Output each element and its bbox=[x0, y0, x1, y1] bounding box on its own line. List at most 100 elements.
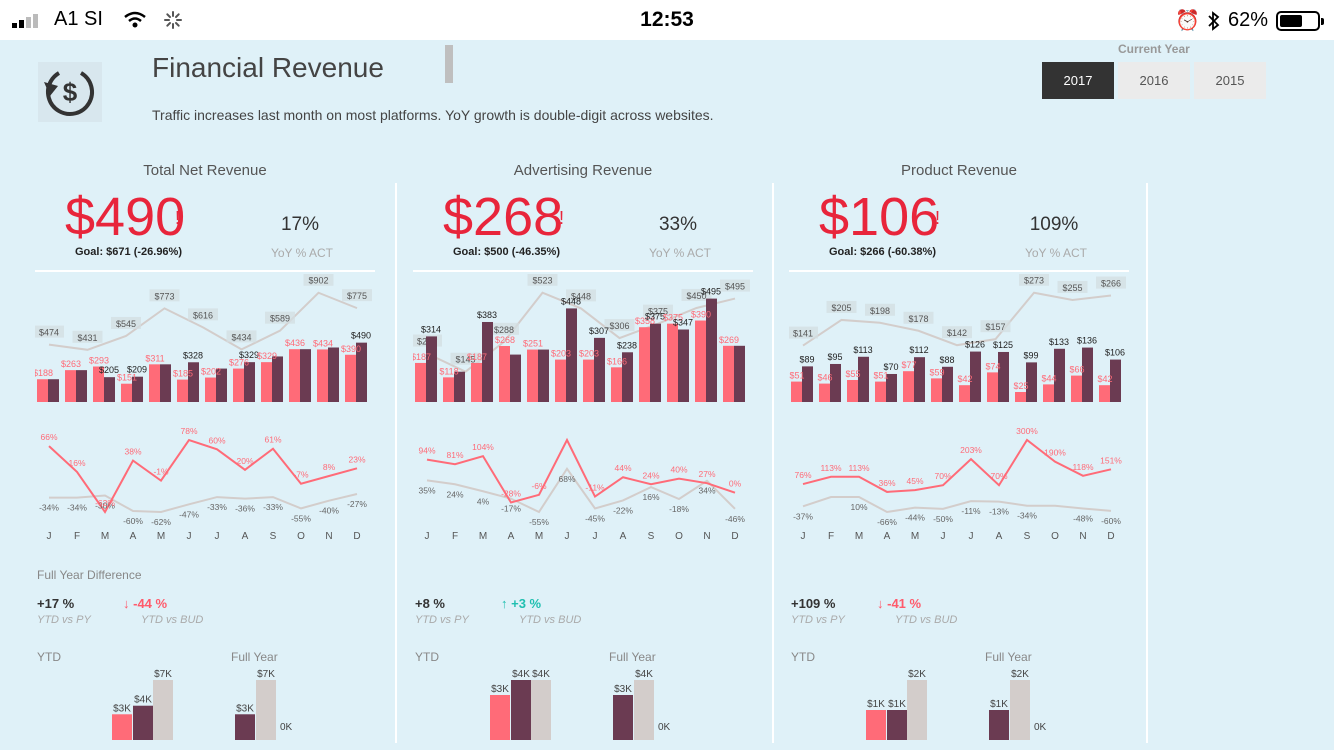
month-tick-label: J bbox=[565, 531, 570, 542]
current-bar bbox=[802, 366, 813, 402]
kpi-value: $106 bbox=[819, 187, 940, 247]
actual-bar-label: $390 bbox=[691, 310, 711, 320]
actual-bar bbox=[121, 383, 132, 402]
ytd-label: YTD bbox=[791, 650, 815, 664]
current-bar bbox=[734, 345, 745, 402]
actual-bar bbox=[1099, 385, 1110, 402]
current-bar bbox=[356, 342, 367, 402]
py-pct-label: -30% bbox=[95, 501, 115, 511]
status-right: ⏰ 62% bbox=[1175, 8, 1324, 33]
current-bar-label: $106 bbox=[1105, 348, 1125, 358]
current-bar-label: $347 bbox=[673, 318, 693, 328]
current-bar-label: $70 bbox=[883, 362, 898, 372]
current-bar bbox=[300, 349, 311, 402]
actual-bar-label: $436 bbox=[285, 338, 305, 348]
actual-bar bbox=[639, 327, 650, 402]
budget-label: $523 bbox=[532, 276, 552, 286]
py-pct-label: -22% bbox=[613, 505, 633, 515]
budget-label: $142 bbox=[947, 328, 967, 338]
current-bar bbox=[188, 362, 199, 402]
actual-pct-label: 94% bbox=[418, 446, 435, 456]
actual-bar-label: $42 bbox=[1097, 374, 1112, 384]
budget-label: $902 bbox=[308, 276, 328, 286]
actual-bar bbox=[177, 379, 188, 402]
current-bar-label: $307 bbox=[589, 326, 609, 336]
kpi-value: $268 bbox=[443, 187, 564, 247]
actual-bar-label: $268 bbox=[495, 335, 515, 345]
budget-label-bg bbox=[1057, 280, 1088, 293]
py-pct-label: 4% bbox=[477, 496, 490, 506]
actual-pct-label: 118% bbox=[1072, 462, 1094, 472]
fy-bar-label: $3K bbox=[236, 703, 254, 714]
actual-bar-label: $77 bbox=[901, 360, 916, 370]
actual-bar bbox=[667, 323, 678, 402]
actual-bar-label: $59 bbox=[929, 367, 944, 377]
current-bar-label: $328 bbox=[183, 350, 203, 360]
current-bar bbox=[454, 371, 465, 402]
budget-label: $255 bbox=[1062, 283, 1082, 293]
loading-icon bbox=[163, 10, 182, 29]
budget-label: $545 bbox=[116, 319, 136, 329]
py-pct-label: -17% bbox=[501, 504, 521, 514]
current-bar bbox=[1082, 347, 1093, 402]
actual-bar-label: $185 bbox=[173, 369, 193, 379]
actual-bar-label: $187 bbox=[467, 352, 487, 362]
current-bar bbox=[1110, 359, 1121, 402]
ytd-bar bbox=[511, 680, 531, 740]
current-bar bbox=[482, 321, 493, 402]
actual-pct-label: 190% bbox=[1044, 448, 1066, 458]
budget-label: $205 bbox=[831, 303, 851, 313]
current-bar-label: $113 bbox=[853, 345, 872, 355]
month-tick-label: D bbox=[731, 531, 738, 542]
year-button-2017[interactable]: 2017 bbox=[1042, 62, 1114, 99]
py-pct-label: -33% bbox=[263, 502, 283, 512]
fy-zero-label: 0K bbox=[658, 722, 671, 733]
actual-bar bbox=[819, 383, 830, 402]
year-button-2016[interactable]: 2016 bbox=[1118, 62, 1190, 99]
yoy-value: 33% bbox=[658, 214, 698, 235]
current-bar bbox=[706, 298, 717, 402]
current-bar bbox=[272, 356, 283, 402]
budget-label-bg bbox=[1019, 274, 1049, 286]
month-tick-label: A bbox=[620, 531, 627, 542]
actual-pct-label: 8% bbox=[323, 462, 336, 472]
actual-pct-label: 40% bbox=[670, 465, 687, 475]
current-bar bbox=[858, 356, 869, 402]
ytd-bar-label: $3K bbox=[113, 703, 131, 714]
current-bar-label: $112 bbox=[909, 345, 928, 355]
py-pct-line bbox=[426, 467, 736, 514]
actual-bar-label: $269 bbox=[719, 335, 739, 345]
actual-bar-label: $263 bbox=[61, 359, 81, 369]
py-pct-label: -44% bbox=[905, 513, 925, 523]
budget-label: $266 bbox=[1101, 279, 1121, 289]
fy-bar-label: $2K bbox=[1011, 669, 1029, 680]
actual-pct-label: -6% bbox=[531, 481, 547, 491]
py-pct-label: -62% bbox=[151, 517, 171, 527]
month-tick-label: A bbox=[996, 531, 1003, 542]
budget-label-bg bbox=[826, 300, 857, 313]
actual-pct-line bbox=[426, 437, 736, 504]
actual-pct-label: 70% bbox=[990, 471, 1007, 481]
goal-text: Goal: $266 (-60.38%) bbox=[829, 246, 936, 258]
actual-bar bbox=[903, 371, 914, 402]
month-tick-label: M bbox=[911, 531, 919, 542]
actual-bar bbox=[791, 381, 802, 402]
fy-bar bbox=[634, 680, 654, 740]
budget-line bbox=[802, 291, 1112, 347]
month-tick-label: J bbox=[215, 531, 220, 542]
actual-pct-label: -11% bbox=[585, 483, 605, 493]
panel-separator bbox=[35, 270, 375, 272]
actual-bar-label: $276 bbox=[229, 358, 249, 368]
month-tick-label: O bbox=[297, 531, 305, 542]
budget-label: $773 bbox=[154, 291, 174, 301]
year-button-2015[interactable]: 2015 bbox=[1194, 62, 1266, 99]
month-tick-label: J bbox=[801, 531, 806, 542]
actual-pct-label: 113% bbox=[848, 463, 870, 473]
budget-label: $450 bbox=[686, 291, 706, 301]
current-bar bbox=[48, 379, 59, 402]
actual-bar bbox=[415, 362, 426, 402]
year-selector-label: Current Year bbox=[1118, 42, 1190, 56]
revenue-logo-icon: $ bbox=[38, 62, 102, 122]
actual-bar-label: $203 bbox=[579, 349, 599, 359]
actual-bar bbox=[527, 349, 538, 402]
